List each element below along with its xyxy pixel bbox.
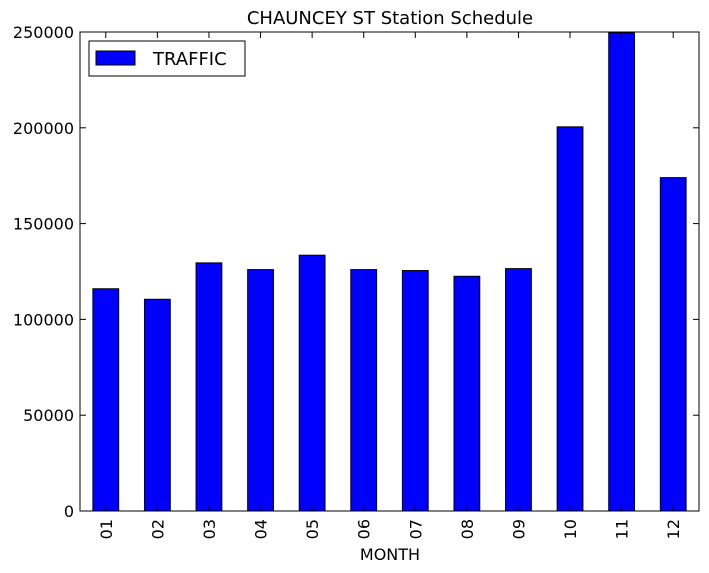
bar-07 (401, 270, 429, 512)
x-tick-label: 01 (97, 519, 116, 539)
axes: 01 02 03 04 05 06 07 08 09 10 11 12 0 50000 100000 1500… (13, 23, 699, 539)
y-tick-label: 0 (64, 502, 74, 521)
y-tick-label: 50000 (23, 406, 74, 425)
x-tick-label: 04 (252, 519, 271, 539)
bar-05 (298, 254, 326, 512)
x-axis-label: MONTH (360, 545, 420, 564)
x-tick-label: 07 (406, 519, 425, 539)
bar-08 (453, 275, 481, 512)
bar-10 (556, 126, 584, 512)
y-tick-label: 100000 (13, 310, 74, 329)
bar-04 (247, 269, 274, 512)
x-tick-label: 03 (200, 519, 219, 539)
bar-01 (92, 288, 120, 512)
plot-frame (79, 31, 700, 512)
bar-03 (195, 262, 223, 512)
bar-11 (608, 32, 636, 512)
x-tick-label: 10 (561, 519, 580, 539)
plot-area (92, 32, 687, 512)
legend: TRAFFIC (88, 40, 246, 77)
y-tick-label: 200000 (13, 119, 74, 138)
x-tick-label: 02 (148, 519, 167, 539)
bar-06 (350, 269, 378, 512)
legend-label: TRAFFIC (152, 49, 227, 70)
y-tick-label: 150000 (13, 215, 74, 234)
bar-12 (659, 177, 687, 512)
bar-09 (505, 268, 532, 512)
x-tick-label: 05 (303, 519, 322, 539)
x-tick-label: 09 (509, 519, 528, 539)
legend-swatch (95, 50, 136, 66)
x-tick-label: 06 (355, 519, 374, 539)
y-tick-label: 250000 (13, 23, 74, 42)
x-tick-label: 11 (613, 519, 632, 539)
bar-02 (143, 298, 171, 512)
chart-title: CHAUNCEY ST Station Schedule (247, 8, 533, 29)
x-tick-label: 12 (664, 519, 683, 539)
x-tick-label: 08 (458, 519, 477, 539)
